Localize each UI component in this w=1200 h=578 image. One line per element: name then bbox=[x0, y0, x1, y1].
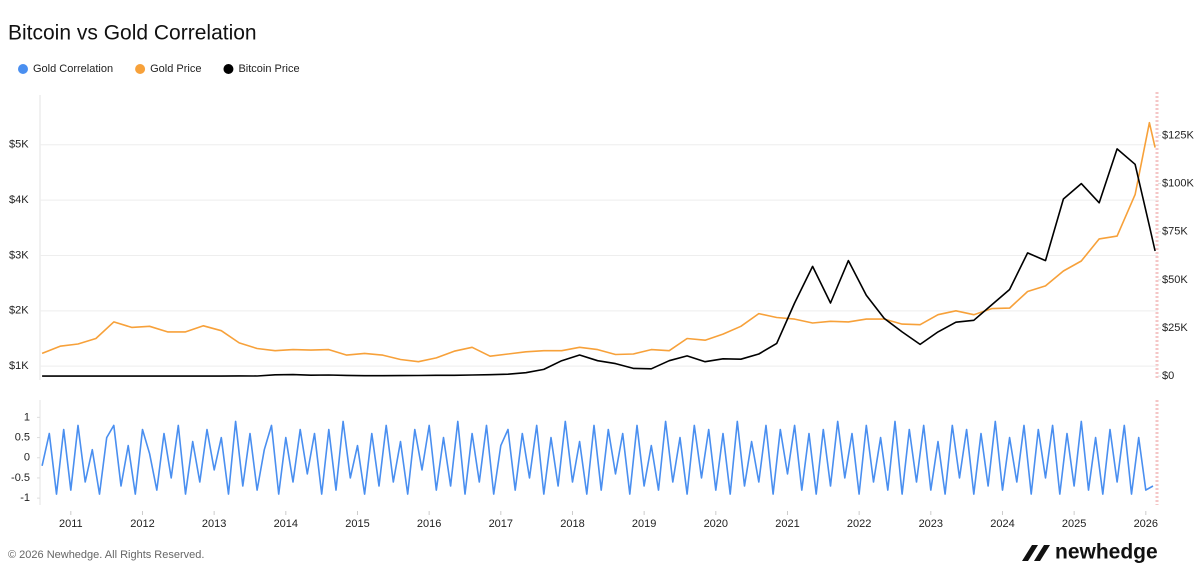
chart-title: Bitcoin vs Gold Correlation bbox=[8, 22, 257, 45]
x-tick-label: 2018 bbox=[560, 518, 584, 530]
legend-swatch bbox=[18, 64, 28, 74]
x-tick-label: 2012 bbox=[130, 518, 154, 530]
copyright: © 2026 Newhedge. All Rights Reserved. bbox=[8, 549, 204, 561]
x-tick-label: 2022 bbox=[847, 518, 871, 530]
y2-tick-label: $50K bbox=[1162, 274, 1188, 286]
y2-tick-label: $125K bbox=[1162, 129, 1194, 141]
x-tick-label: 2025 bbox=[1062, 518, 1086, 530]
x-tick-label: 2011 bbox=[59, 518, 83, 530]
logo-mark bbox=[1034, 545, 1050, 561]
x-tick-label: 2017 bbox=[489, 518, 513, 530]
legend-label: Gold Price bbox=[150, 63, 201, 75]
x-tick-label: 2026 bbox=[1134, 518, 1158, 530]
y2-tick-label: $25K bbox=[1162, 322, 1188, 334]
y-tick-label: $5K bbox=[9, 139, 29, 151]
logo-mark bbox=[1022, 545, 1038, 561]
legend-label: Bitcoin Price bbox=[238, 63, 299, 75]
brand-name: newhedge bbox=[1055, 541, 1158, 564]
x-tick-label: 2019 bbox=[632, 518, 656, 530]
y2-tick-label: $0 bbox=[1162, 370, 1174, 382]
legend-label: Gold Correlation bbox=[33, 63, 113, 75]
x-tick-label: 2014 bbox=[274, 518, 298, 530]
legend-swatch bbox=[135, 64, 146, 74]
x-tick-label: 2015 bbox=[345, 518, 369, 530]
y-tick-label: -0.5 bbox=[11, 472, 30, 484]
x-tick-label: 2020 bbox=[704, 518, 728, 530]
legend-swatch bbox=[223, 64, 234, 74]
data-line bbox=[42, 148, 1156, 377]
y-tick-label: 1 bbox=[24, 411, 30, 423]
x-tick-label: 2024 bbox=[990, 518, 1014, 530]
x-tick-label: 2021 bbox=[775, 518, 799, 530]
y2-tick-label: $100K bbox=[1162, 177, 1194, 189]
x-tick-label: 2013 bbox=[202, 518, 226, 530]
y-tick-label: $3K bbox=[9, 249, 29, 261]
brand-logo: newhedge bbox=[1022, 541, 1158, 564]
y-tick-label: 0 bbox=[24, 452, 30, 464]
y-tick-label: 0.5 bbox=[15, 431, 30, 443]
y-tick-label: $4K bbox=[9, 194, 29, 206]
y-tick-label: $2K bbox=[9, 305, 29, 317]
y2-tick-label: $75K bbox=[1162, 226, 1188, 238]
data-line bbox=[41, 420, 1154, 495]
y-tick-label: $1K bbox=[9, 360, 29, 372]
x-tick-label: 2023 bbox=[919, 518, 943, 530]
y-tick-label: -1 bbox=[20, 492, 30, 504]
x-tick-label: 2016 bbox=[417, 518, 441, 530]
